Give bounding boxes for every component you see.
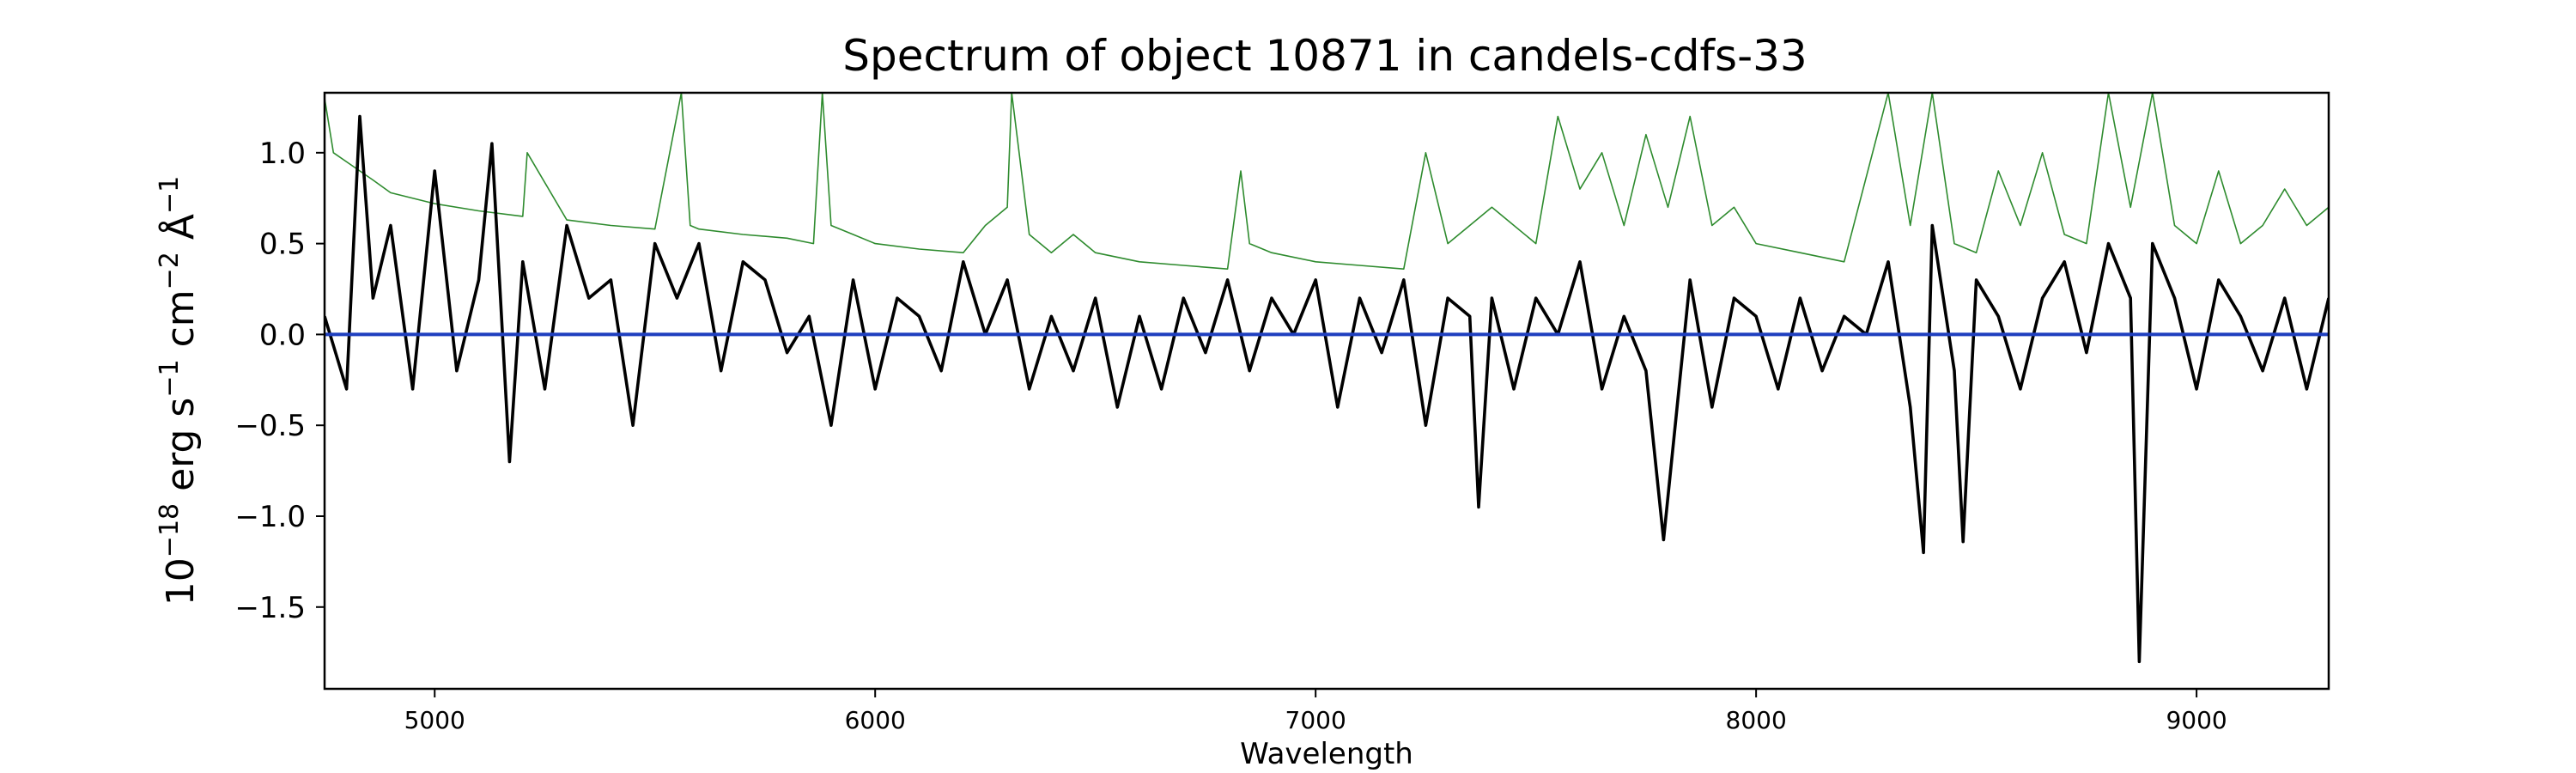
x-axis-label: Wavelength (1240, 737, 1413, 771)
plot-frame (323, 91, 2330, 691)
y-tick-label: 0.5 (259, 228, 306, 262)
y-label-cm-exp: −2 (155, 252, 185, 289)
x-tick-label: 6000 (845, 706, 906, 734)
y-label-ang-exp: −1 (155, 176, 185, 214)
y-label-exp: −18 (155, 503, 185, 557)
y-tick-label: −1.0 (234, 500, 306, 534)
error-series-line (325, 93, 2329, 270)
x-tick-label: 9000 (2166, 706, 2227, 734)
x-tick-label: 7000 (1285, 706, 1346, 734)
y-label-erg-s: erg s (159, 398, 203, 503)
y-label-ang: Å (157, 214, 203, 252)
y-label-cm: cm (159, 289, 203, 359)
y-label-prefix: 10 (159, 557, 203, 606)
y-axis-label: 10−18 erg s−1 cm−2 Å−1 (155, 176, 203, 606)
y-tick-label: 1.0 (259, 137, 306, 171)
chart-title: Spectrum of object 10871 in candels-cdfs… (842, 31, 1807, 81)
y-label-s-exp: −1 (155, 359, 185, 397)
y-tick-label: −0.5 (234, 409, 306, 443)
y-tick-label: 0.0 (259, 318, 306, 352)
x-axis: 5000 6000 7000 8000 9000 (404, 689, 2227, 734)
x-tick-label: 5000 (404, 706, 465, 734)
y-axis: −1.5 −1.0 −0.5 0.0 0.5 1.0 (234, 137, 325, 625)
x-tick-label: 8000 (1726, 706, 1787, 734)
plot-series (325, 93, 2329, 664)
y-tick-label: −1.5 (234, 591, 306, 625)
flux-series-line (325, 114, 2329, 664)
